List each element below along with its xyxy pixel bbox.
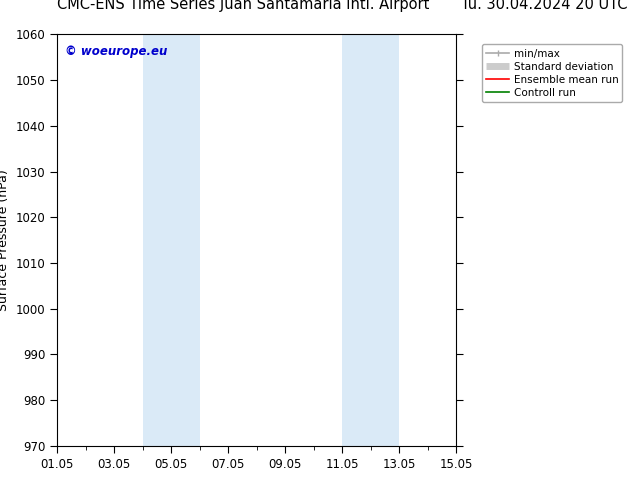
Bar (342, 34, 399, 446)
Text: CMC-ENS Time Series Juan Santamaría Intl. Airport: CMC-ENS Time Series Juan Santamaría Intl… (57, 0, 429, 12)
Bar (143, 34, 200, 446)
Text: © woeurope.eu: © woeurope.eu (65, 45, 167, 58)
Text: Tu. 30.04.2024 20 UTC: Tu. 30.04.2024 20 UTC (461, 0, 628, 12)
Y-axis label: Surface Pressure (hPa): Surface Pressure (hPa) (0, 169, 10, 311)
Legend: min/max, Standard deviation, Ensemble mean run, Controll run: min/max, Standard deviation, Ensemble me… (482, 45, 623, 102)
